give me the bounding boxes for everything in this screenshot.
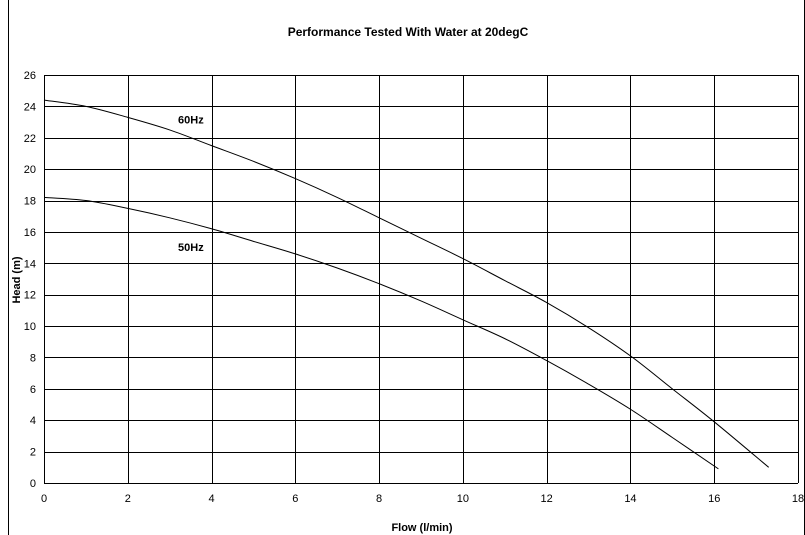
grid-lines bbox=[44, 75, 799, 484]
series-line-60hz bbox=[43, 99, 770, 468]
y-tick-label: 12 bbox=[24, 290, 36, 302]
series-line-50hz bbox=[43, 196, 719, 470]
x-tick-label: 16 bbox=[708, 493, 720, 505]
x-tick-label: 14 bbox=[624, 493, 636, 505]
y-tick-label: 4 bbox=[30, 415, 36, 427]
y-tick-label: 22 bbox=[24, 133, 36, 145]
x-tick-label: 6 bbox=[292, 493, 298, 505]
chart-title: Performance Tested With Water at 20degC bbox=[288, 25, 529, 39]
x-tick-label: 4 bbox=[208, 493, 214, 505]
series-label-50hz: 50Hz bbox=[178, 242, 204, 254]
y-tick-label: 0 bbox=[30, 478, 36, 490]
x-tick-label: 8 bbox=[376, 493, 382, 505]
y-tick-label: 18 bbox=[24, 196, 36, 208]
y-axis-label: Head (m) bbox=[11, 256, 23, 303]
x-tick-label: 0 bbox=[41, 493, 47, 505]
series-lines bbox=[43, 99, 770, 470]
x-tick-label: 2 bbox=[125, 493, 131, 505]
y-tick-label: 8 bbox=[30, 352, 36, 364]
x-tick-label: 18 bbox=[792, 493, 804, 505]
x-tick-label: 10 bbox=[457, 493, 469, 505]
y-tick-label: 14 bbox=[24, 258, 36, 270]
x-tick-label: 12 bbox=[541, 493, 553, 505]
y-tick-label: 20 bbox=[24, 164, 36, 176]
y-tick-label: 6 bbox=[30, 384, 36, 396]
y-tick-label: 10 bbox=[24, 321, 36, 333]
y-tick-label: 2 bbox=[30, 447, 36, 459]
y-tick-label: 24 bbox=[24, 101, 36, 113]
y-tick-label: 16 bbox=[24, 227, 36, 239]
x-axis-ticks: 0 2 4 6 8 10 12 14 16 18 bbox=[41, 493, 804, 505]
series-labels: 60Hz 50Hz bbox=[178, 115, 204, 254]
y-tick-label: 26 bbox=[24, 70, 36, 82]
series-label-60hz: 60Hz bbox=[178, 115, 204, 127]
x-axis-label: Flow (l/min) bbox=[391, 522, 452, 534]
